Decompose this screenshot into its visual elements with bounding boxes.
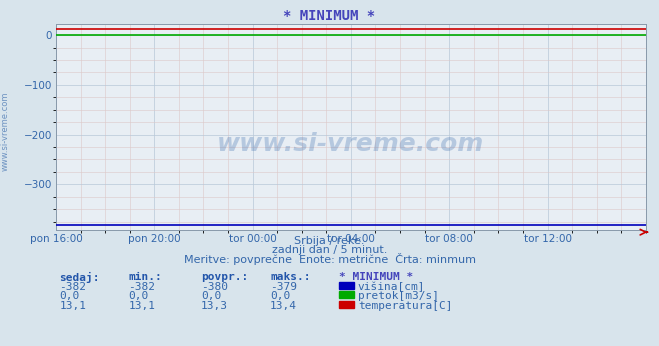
Text: 0,0: 0,0 xyxy=(59,291,80,301)
Text: -380: -380 xyxy=(201,282,228,292)
Text: * MINIMUM *: * MINIMUM * xyxy=(339,272,414,282)
Text: www.si-vreme.com: www.si-vreme.com xyxy=(217,131,484,156)
Text: 13,4: 13,4 xyxy=(270,301,297,311)
Text: -379: -379 xyxy=(270,282,297,292)
Text: maks.:: maks.: xyxy=(270,272,310,282)
Text: povpr.:: povpr.: xyxy=(201,272,248,282)
Text: zadnji dan / 5 minut.: zadnji dan / 5 minut. xyxy=(272,245,387,255)
Text: www.si-vreme.com: www.si-vreme.com xyxy=(1,92,10,171)
Text: temperatura[C]: temperatura[C] xyxy=(358,301,452,311)
Text: * MINIMUM *: * MINIMUM * xyxy=(283,9,376,22)
Text: 0,0: 0,0 xyxy=(129,291,149,301)
Text: Srbija / reke.: Srbija / reke. xyxy=(295,236,364,246)
Text: sedaj:: sedaj: xyxy=(59,272,100,283)
Text: 0,0: 0,0 xyxy=(201,291,221,301)
Text: pretok[m3/s]: pretok[m3/s] xyxy=(358,291,439,301)
Text: min.:: min.: xyxy=(129,272,162,282)
Text: višina[cm]: višina[cm] xyxy=(358,282,425,292)
Text: 0,0: 0,0 xyxy=(270,291,291,301)
Text: Meritve: povprečne  Enote: metrične  Črta: minmum: Meritve: povprečne Enote: metrične Črta:… xyxy=(183,253,476,265)
Text: 13,1: 13,1 xyxy=(59,301,86,311)
Text: 13,1: 13,1 xyxy=(129,301,156,311)
Text: 13,3: 13,3 xyxy=(201,301,228,311)
Text: -382: -382 xyxy=(59,282,86,292)
Text: -382: -382 xyxy=(129,282,156,292)
